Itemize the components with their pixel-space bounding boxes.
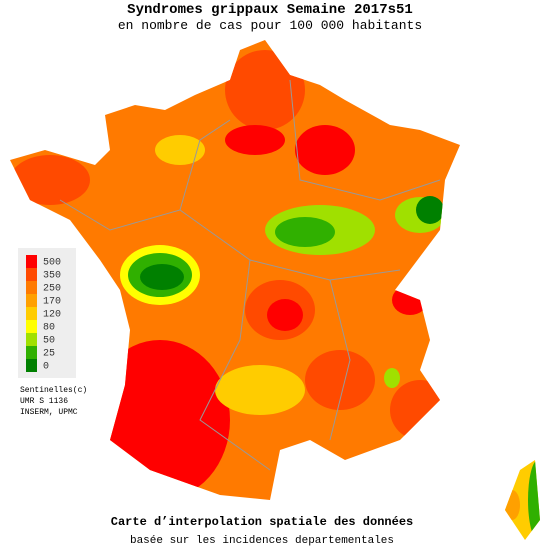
corsica-map bbox=[505, 460, 540, 540]
legend-label: 350 bbox=[43, 271, 61, 282]
footer-title: Carte d’interpolation spatiale des donné… bbox=[111, 515, 413, 529]
legend-label: 0 bbox=[43, 362, 49, 373]
legend-label: 50 bbox=[43, 336, 55, 347]
legend-swatch bbox=[26, 268, 37, 281]
legend-label: 80 bbox=[43, 323, 55, 334]
legend-label: 170 bbox=[43, 297, 61, 308]
credit-line: INSERM, UPMC bbox=[20, 408, 78, 417]
footer-subtitle: basée sur les incidences departementales bbox=[130, 535, 394, 547]
legend-swatch bbox=[26, 255, 37, 268]
legend-swatch bbox=[26, 346, 37, 359]
legend-label: 120 bbox=[43, 310, 61, 321]
legend-label: 500 bbox=[43, 258, 61, 269]
legend-swatch bbox=[26, 307, 37, 320]
credit-line: Sentinelles(c) bbox=[20, 386, 87, 395]
legend-swatch bbox=[26, 333, 37, 346]
title: Syndromes grippaux Semaine 2017s51 bbox=[127, 2, 413, 18]
credit-line: UMR S 1136 bbox=[20, 397, 68, 406]
subtitle: en nombre de cas pour 100 000 habitants bbox=[118, 18, 422, 33]
legend-swatch bbox=[26, 294, 37, 307]
legend-swatch bbox=[26, 359, 37, 372]
legend-label: 250 bbox=[43, 284, 61, 295]
legend-swatch bbox=[26, 320, 37, 333]
legend-label: 25 bbox=[43, 349, 55, 360]
credits: Sentinelles(c) UMR S 1136 INSERM, UPMC bbox=[20, 386, 87, 417]
legend-swatch bbox=[26, 281, 37, 294]
